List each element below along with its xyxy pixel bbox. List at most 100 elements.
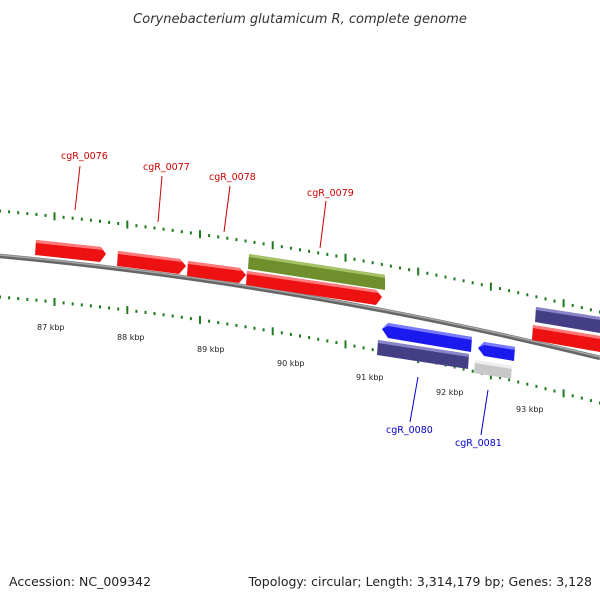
forward-scale-tick — [562, 299, 565, 308]
reverse-scale-tick — [462, 367, 465, 371]
reverse-scale-tick — [144, 310, 147, 314]
reverse-scale-tick — [453, 365, 456, 369]
forward-scale-tick — [53, 212, 56, 221]
kbp-label-89: 89 kbp — [197, 345, 225, 354]
gene-cgR_0078-arrow[interactable] — [187, 261, 246, 283]
genome-backbone — [0, 253, 600, 361]
reverse-scale-tick — [471, 369, 474, 373]
forward-scale-tick — [299, 248, 301, 252]
forward-scale-tick — [499, 287, 501, 291]
genome-backbone-highlight — [0, 254, 600, 358]
forward-scale-tick — [426, 271, 429, 275]
forward-scale-tick — [80, 217, 83, 221]
forward-scale-tick — [308, 249, 311, 253]
reverse-scale-tick — [171, 314, 174, 318]
reverse-scale-tick — [253, 326, 256, 330]
gene-cgR_0077-arrow[interactable] — [117, 251, 186, 274]
reverse-scale-tick — [71, 302, 74, 306]
gene-cgR_0077-shine — [118, 251, 182, 262]
reverse-scale-tick — [180, 315, 183, 319]
gene-cgR_0079-cds[interactable] — [248, 254, 385, 290]
forward-scale-tick — [471, 281, 474, 285]
leader-cgR_0081 — [480, 389, 489, 436]
reverse-tick-track — [0, 295, 600, 405]
reverse-scale-tick — [589, 399, 592, 403]
leader-cgR_0079 — [319, 200, 327, 249]
reverse-scale-tick — [35, 298, 38, 302]
forward-scale-tick — [371, 261, 374, 265]
label-cgR_0078[interactable]: cgR_0078 — [209, 172, 256, 183]
reverse-scale-tick — [135, 309, 138, 313]
forward-scale-tick — [89, 218, 92, 222]
reverse-scale-tick — [326, 339, 329, 343]
forward-scale-tick — [289, 246, 292, 250]
reverse-scale-tick — [499, 376, 501, 380]
reverse-scale-tick — [371, 348, 374, 352]
forward-scale-tick — [235, 238, 238, 242]
kbp-label-90: 90 kbp — [277, 359, 305, 368]
forward-scale-tick — [526, 293, 529, 297]
forward-scale-tick — [326, 252, 329, 256]
forward-scale-tick — [517, 291, 520, 295]
reverse-scale-tick — [317, 337, 320, 341]
forward-tick-track — [0, 209, 600, 314]
forward-scale-tick — [162, 227, 165, 231]
reverse-scale-tick — [362, 346, 365, 350]
label-cgR_0081[interactable]: cgR_0081 — [455, 438, 502, 449]
gene-cgR_0076-shine — [36, 240, 103, 250]
forward-scale-tick — [126, 220, 129, 229]
label-cgR_0079[interactable]: cgR_0079 — [307, 188, 354, 199]
forward-scale-tick — [408, 268, 411, 272]
gene-cgR_0080-arrow[interactable] — [382, 323, 472, 352]
leader-cgR_0076 — [74, 165, 81, 211]
gene-right-forward-arrow[interactable] — [532, 325, 600, 352]
gene-cgR_0080-cds[interactable] — [377, 340, 469, 369]
label-cgR_0077[interactable]: cgR_0077 — [143, 162, 190, 173]
forward-scale-tick — [217, 235, 220, 239]
kbp-scale-labels: 87 kbp 88 kbp 89 kbp 90 kbp 91 kbp 92 kb… — [37, 323, 544, 414]
forward-scale-tick — [380, 262, 383, 266]
forward-scale-tick — [189, 231, 192, 235]
forward-scale-tick — [44, 213, 47, 217]
gene-right-forward-cds[interactable] — [535, 307, 600, 333]
reverse-scale-tick — [89, 304, 92, 308]
reverse-scale-tick — [0, 295, 1, 299]
forward-scale-tick — [280, 245, 283, 249]
forward-scale-tick — [335, 254, 338, 258]
reverse-scale-tick — [544, 387, 547, 391]
forward-scale-tick — [399, 266, 401, 270]
reverse-scale-tick — [44, 299, 47, 303]
label-cgR_0080[interactable]: cgR_0080 — [386, 425, 433, 436]
gene-right-forward-cds-shine — [536, 307, 600, 320]
reverse-scale-tick — [226, 322, 229, 326]
label-cgR_0076[interactable]: cgR_0076 — [61, 151, 108, 162]
reverse-scale-tick — [80, 303, 83, 307]
forward-scale-tick — [362, 259, 365, 263]
reverse-scale-tick — [553, 389, 556, 393]
reverse-scale-tick — [571, 394, 574, 398]
gene-cgR_0080-cds-shine — [378, 340, 469, 357]
reverse-scale-tick — [117, 307, 120, 311]
reverse-scale-tick — [162, 313, 165, 317]
forward-scale-tick — [544, 297, 547, 301]
forward-scale-tick — [244, 239, 247, 243]
forward-scale-tick — [489, 282, 492, 291]
reverse-scale-tick — [517, 380, 520, 384]
forward-scale-tick — [553, 299, 556, 303]
genome-summary-text: Topology: circular; Length: 3,314,179 bp… — [248, 574, 592, 589]
forward-scale-tick — [0, 209, 1, 213]
gene-cgR_0081-cds-shine — [475, 360, 512, 369]
forward-scale-tick — [226, 236, 229, 240]
reverse-scale-tick — [53, 298, 56, 306]
gene-right-forward-arrow-shine — [533, 325, 600, 339]
leader-cgR_0078 — [223, 185, 231, 233]
forward-scale-tick — [208, 234, 211, 237]
gene-cgR_0079-arrow[interactable] — [246, 271, 382, 305]
kbp-label-93: 93 kbp — [516, 405, 544, 414]
reverse-scale-tick — [289, 332, 292, 336]
forward-scale-tick — [117, 222, 120, 225]
reverse-scale-tick — [99, 305, 101, 309]
forward-scale-tick — [271, 241, 274, 250]
gene-cgR_0076-arrow[interactable] — [35, 240, 106, 262]
forward-scale-tick — [571, 303, 574, 307]
